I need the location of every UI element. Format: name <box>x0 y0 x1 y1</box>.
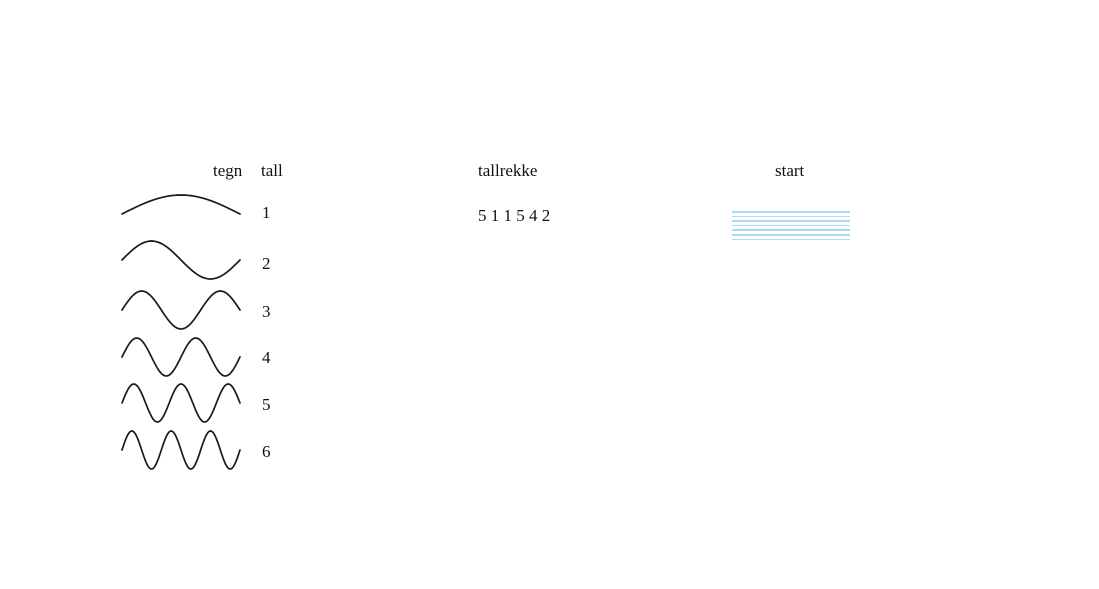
guide-line <box>732 211 850 213</box>
start-guide-lines <box>732 211 850 241</box>
sequence-header: tallrekke <box>478 161 538 180</box>
guide-line <box>732 229 850 231</box>
start-header: start <box>775 161 805 180</box>
sequence-value: 5 1 1 5 4 2 <box>478 206 551 225</box>
legend-row-5 <box>121 381 241 425</box>
legend-row-1 <box>121 192 241 236</box>
wave-number-1: 1 <box>262 203 271 222</box>
guide-line <box>732 233 850 236</box>
legend-row-6 <box>121 428 241 472</box>
wave-curve-1 <box>121 194 241 215</box>
legend-row-2 <box>121 238 241 282</box>
wave-curve-3 <box>121 290 241 330</box>
wave-curve-5 <box>121 383 241 423</box>
legend-row-4 <box>121 335 241 379</box>
wave-number-4: 4 <box>262 348 271 367</box>
legend-row-3 <box>121 288 241 332</box>
wave-number-3: 3 <box>262 302 271 321</box>
wave-curve-2 <box>121 240 241 280</box>
legend-header-tall: tall <box>261 161 283 180</box>
wave-number-6: 6 <box>262 442 271 461</box>
guide-line <box>732 220 850 222</box>
wave-number-5: 5 <box>262 395 271 414</box>
wave-curve-4 <box>121 337 241 377</box>
legend-header-tegn: tegn <box>213 161 243 180</box>
wave-curve-6 <box>121 430 241 470</box>
guide-line <box>732 238 850 241</box>
wave-number-2: 2 <box>262 254 271 273</box>
guide-line <box>732 215 850 218</box>
guide-line <box>732 224 850 227</box>
